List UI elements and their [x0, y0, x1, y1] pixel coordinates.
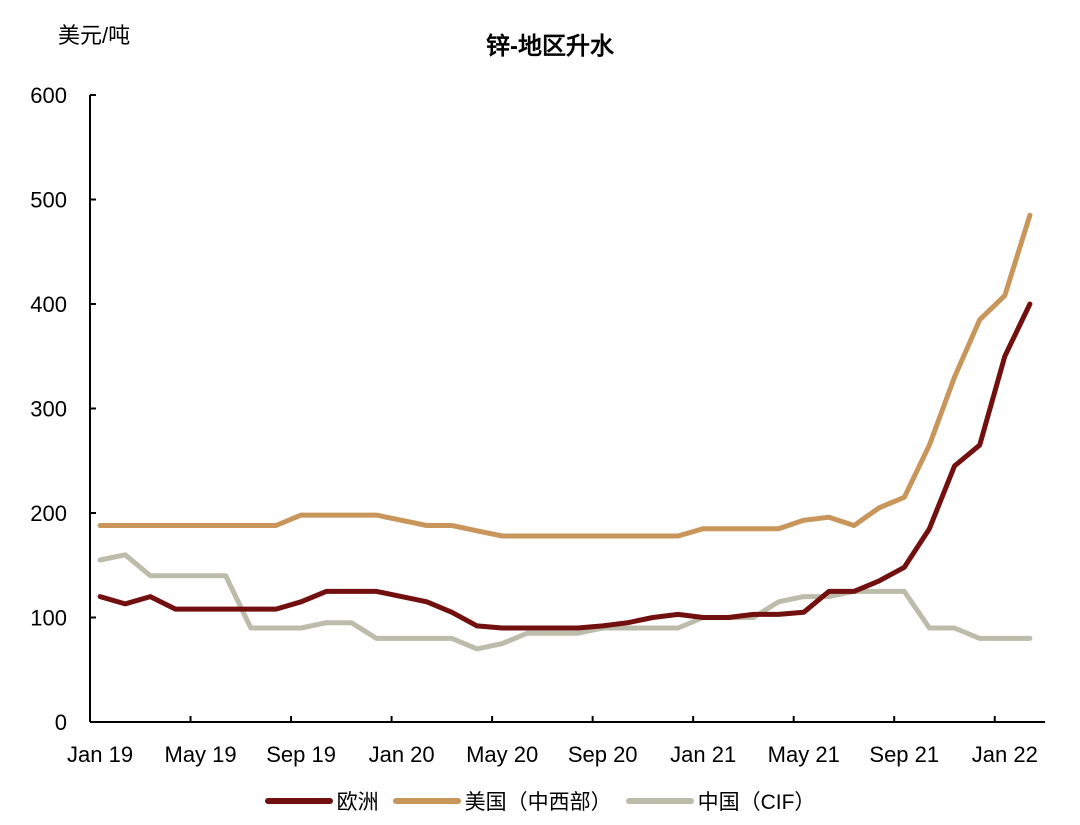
x-tick-label: Jan 21: [670, 742, 736, 767]
legend-swatch-europe: [264, 798, 333, 804]
series-line-usa: [97, 212, 1033, 539]
legend-swatch-usa: [392, 798, 461, 804]
x-tick-label: Jan 19: [67, 742, 133, 767]
legend-item-usa: 美国（中西部）: [392, 786, 612, 816]
x-axis-ticks: Jan 19 May 19 Sep 19 Jan 20 May 20 Sep 20 Jan …: [67, 716, 1038, 767]
x-tick-label: Jan 22: [972, 742, 1038, 767]
x-tick-label: May 21: [768, 742, 840, 767]
y-tick-label: 0: [55, 710, 67, 735]
x-tick-label: May 19: [165, 742, 237, 767]
series-lines: [97, 212, 1033, 652]
x-tick-label: May 20: [466, 742, 538, 767]
legend-label-china: 中国（CIF）: [697, 791, 816, 814]
legend-label-europe: 欧洲: [336, 791, 379, 814]
legend-swatch-china: [625, 798, 694, 804]
y-tick-label: 500: [30, 188, 67, 213]
x-tick-label: Sep 19: [266, 742, 336, 767]
x-tick-label: Jan 20: [369, 742, 435, 767]
x-tick-label: Sep 20: [568, 742, 638, 767]
y-tick-label: 300: [30, 397, 67, 422]
y-axis-unit-label: 美元/吨: [58, 23, 131, 48]
series-line-europe: [97, 301, 1033, 631]
legend-item-europe: 欧洲: [264, 786, 379, 816]
x-tick-label: Sep 21: [869, 742, 939, 767]
series-line-china: [97, 552, 1033, 652]
legend-item-china: 中国（CIF）: [625, 786, 816, 816]
y-axis-ticks: 0 100 200 300 400 500 600: [30, 83, 96, 735]
legend: 欧洲 美国（中西部） 中国（CIF）: [0, 786, 1080, 816]
chart-title: 锌-地区升水: [486, 33, 614, 60]
y-tick-label: 600: [30, 83, 67, 108]
legend-label-usa: 美国（中西部）: [464, 791, 612, 814]
y-tick-label: 400: [30, 292, 67, 317]
y-tick-label: 100: [30, 606, 67, 631]
y-tick-label: 200: [30, 501, 67, 526]
